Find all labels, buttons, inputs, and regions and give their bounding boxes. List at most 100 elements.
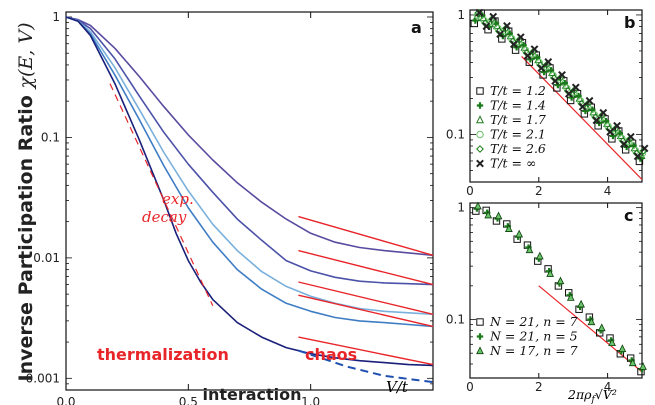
panel-b-point	[544, 57, 553, 66]
x-tick-label: 0.0	[56, 395, 75, 405]
panel-b-point	[523, 51, 532, 60]
panel-c: 1 0.1 0 2 4 N = 21, n = 7N = 21, n = 5N = 17,…	[446, 201, 647, 394]
x-axis-math-label: V/t	[386, 378, 409, 396]
y-tick-label: 1	[457, 8, 465, 22]
panel-b-point	[473, 11, 482, 19]
panel-c-point	[546, 269, 554, 277]
annotation-decay: decay	[142, 208, 187, 226]
series-line-5	[65, 16, 434, 367]
chaos-red-line-5	[298, 336, 434, 366]
y-tick-label: 0.01	[33, 251, 60, 265]
panel-b-legend-marker	[476, 159, 484, 168]
annotation-thermalization: thermalization	[97, 345, 229, 364]
panel-c-legend-label: N = 17, n = 7	[489, 343, 578, 358]
panel-b-point	[503, 21, 511, 30]
panel-b-point	[585, 96, 594, 105]
chaos-red-line-1	[298, 215, 434, 256]
panel-b-point	[537, 64, 546, 73]
panel-c-letter: c	[624, 206, 633, 225]
panel-c-point	[535, 251, 544, 260]
panel-c-point	[577, 299, 585, 308]
panel-b-point	[551, 77, 560, 85]
panel-c-point	[608, 338, 616, 347]
y-tick-label: 0.001	[26, 371, 60, 385]
panel-c-frame	[469, 202, 643, 379]
panel-b-legend-label: T/t = 2.6	[490, 141, 546, 156]
panel-b-legend-marker	[476, 130, 484, 139]
y-tick-label: 1	[457, 201, 465, 215]
x-tick-label: 0	[466, 184, 474, 198]
panel-c-x-axis-label: 2πρf√V²	[567, 387, 617, 405]
panel-c-point	[597, 323, 606, 332]
x-tick-label: 1.0	[301, 395, 320, 405]
series-line-4	[65, 16, 434, 328]
panel-c-point	[474, 201, 482, 210]
panel-b-point	[599, 108, 608, 117]
panel-b-point	[475, 8, 484, 17]
x-axis-label: interaction	[202, 385, 301, 404]
panel-b-point	[571, 83, 580, 92]
panel-b-legend-label: T/t = 1.2	[490, 83, 546, 98]
panel-a-frame	[65, 11, 434, 391]
y-tick-label: 0.1	[446, 313, 465, 327]
chaos-blue-dashed-line	[298, 349, 434, 384]
x-tick-label: 4	[604, 380, 612, 394]
panel-c-point	[566, 293, 575, 301]
panel-b-point	[633, 152, 642, 161]
panel-c-point	[484, 210, 493, 219]
panel-b-point	[640, 144, 649, 153]
y-tick-label: 1	[52, 10, 60, 24]
y-axis-label: Inverse Participation Ratio χ(E, V)	[15, 23, 37, 382]
panel-c-legend-marker	[476, 346, 484, 355]
panel-c-point	[639, 362, 647, 370]
panel-c-point	[494, 211, 503, 220]
axis-labels: Inverse Participation Ratio χ(E, V) inter…	[15, 23, 617, 405]
panel-c-legend-marker	[476, 318, 484, 326]
panel-b-legend-marker	[476, 102, 484, 109]
chaos-red-line-2	[298, 249, 434, 286]
panel-c-legend-label: N = 21, n = 7	[489, 314, 578, 329]
panel-b-legend-label: T/t = 1.4	[490, 98, 546, 113]
panel-b-legend-marker	[476, 145, 484, 153]
panel-b-legend-marker	[475, 115, 485, 124]
chaos-red-line-3	[298, 281, 434, 315]
panel-b-frame	[469, 9, 643, 183]
panel-b-point	[558, 70, 566, 79]
panel-b-legend-marker	[476, 87, 484, 95]
panel-b-legend-label: T/t = 1.7	[490, 112, 546, 127]
panel-c-point	[618, 344, 627, 353]
panel-b-point	[482, 22, 491, 31]
panel-b-point	[578, 102, 587, 111]
x-tick-label: 2	[535, 184, 543, 198]
panel-b-legend-label: T/t = ∞	[490, 156, 536, 171]
panel-c-legend-marker	[476, 333, 484, 340]
series-line-3	[65, 16, 434, 316]
panel-b-point	[626, 132, 635, 141]
y-tick-label: 0.1	[446, 127, 465, 141]
y-tick-label: 0.1	[41, 130, 60, 144]
panel-c-point	[628, 358, 637, 367]
panel-b-letter: b	[624, 13, 635, 32]
chaos-red-line-4	[298, 294, 434, 328]
panel-b-legend-label: T/t = 2.1	[490, 127, 546, 142]
panel-b-point	[592, 116, 601, 125]
panel-b-point	[613, 121, 621, 130]
panel-c-point	[587, 317, 596, 326]
panel-c-point	[505, 224, 513, 232]
x-tick-label: 2	[535, 380, 543, 394]
x-tick-label: 0.5	[179, 395, 198, 405]
panel-c-reference-line	[538, 285, 643, 373]
panel-b-reference-line	[521, 55, 643, 180]
panel-c-point	[515, 229, 524, 238]
x-tick-label: 4	[604, 184, 612, 198]
panel-c-point	[525, 245, 534, 254]
panel-b-point	[620, 140, 628, 148]
x-tick-label: 0	[466, 380, 474, 394]
panel-c-legend-label: N = 21, n = 5	[489, 329, 578, 344]
panel-b-point	[496, 30, 505, 39]
panel-a-letter: a	[411, 18, 422, 37]
panel-b-point	[606, 128, 615, 136]
annotation-chaos: chaos	[305, 345, 357, 364]
exp-decay-line	[109, 83, 214, 307]
